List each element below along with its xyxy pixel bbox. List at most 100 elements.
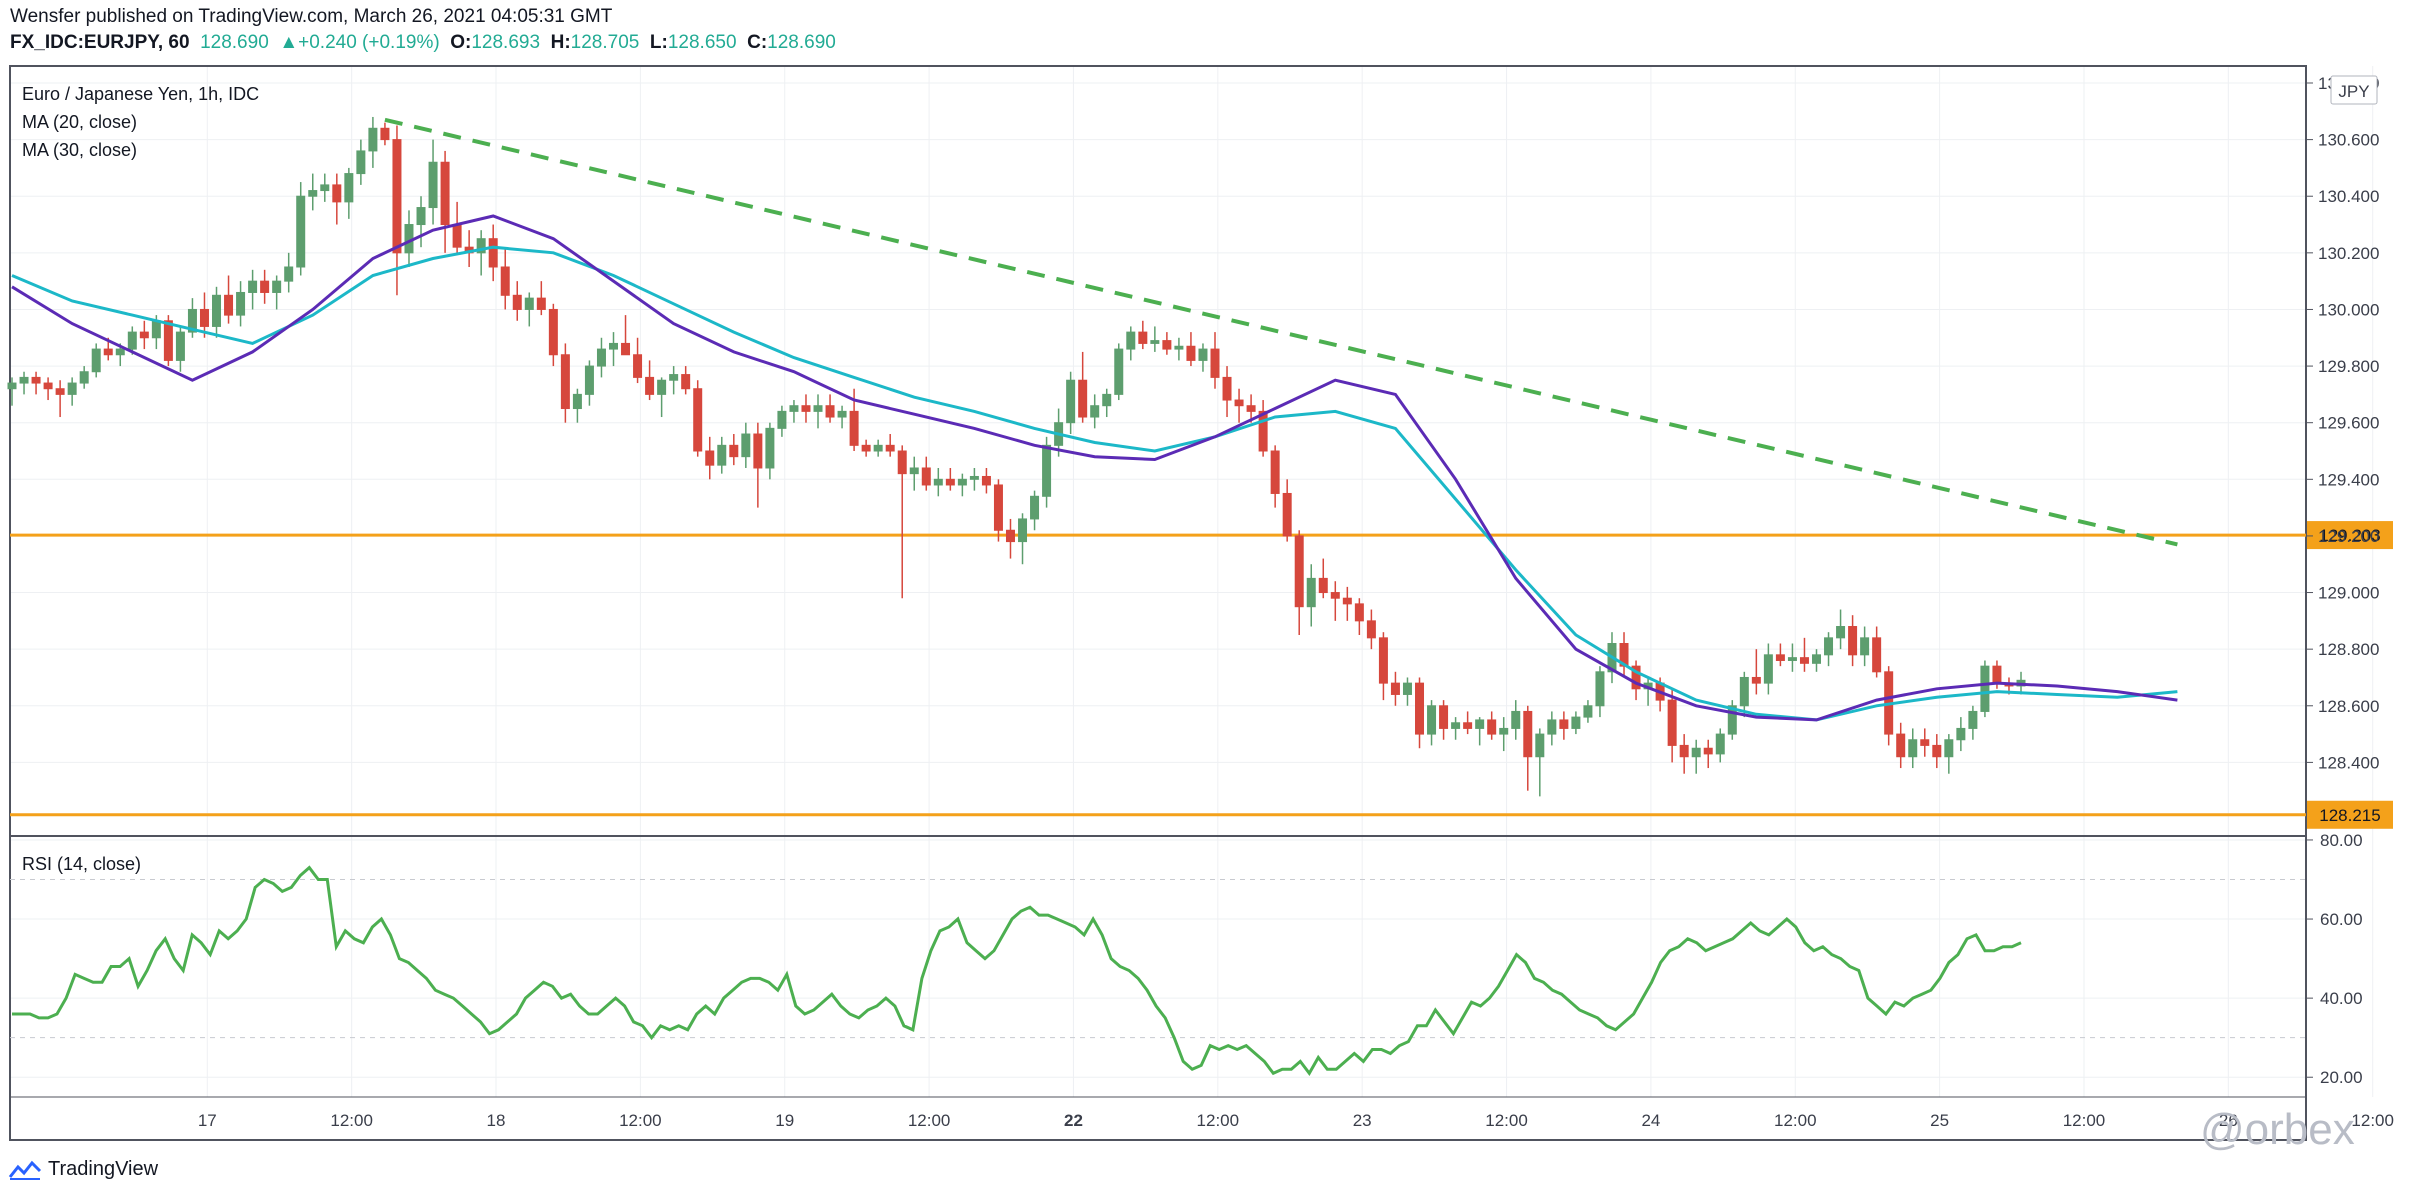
candle-body [957,478,967,486]
candle-body [1583,705,1593,718]
candle-body [765,427,775,469]
candle-body [1559,719,1569,729]
candle-body [1860,637,1870,656]
price-tick-label: 130.600 [2318,131,2379,150]
price-tick-label: 130.000 [2318,300,2379,319]
rsi-tick-label: 20.00 [2320,1068,2363,1087]
time-tick-label: 24 [1641,1111,1660,1130]
high-value: 128.705 [570,32,640,53]
symbol-label[interactable]: FX_IDC:EURJPY, 60 [10,32,190,53]
candle-body [500,266,510,296]
candle-body [1270,450,1280,494]
candle-body [621,342,631,356]
horizontal-levels[interactable]: 129.203 128.215 [10,521,2393,829]
candle-body [344,173,354,203]
price-change: +0.240 (+0.19%) [298,32,440,53]
candle-body [657,379,667,395]
candle-body [1282,492,1292,537]
candle-body [248,280,258,293]
candle-body [1547,719,1557,735]
candle-body [296,195,306,268]
level-label: 128.215 [2319,806,2380,825]
candle-body [115,348,125,356]
candle-body [596,348,606,367]
candle-body [849,410,859,446]
candle-body [1679,744,1689,758]
candle-body [1595,671,1605,707]
candle-body [633,354,643,378]
candle-body [572,393,582,410]
candle-body [1836,626,1846,639]
candle-body [681,374,691,390]
time-axis[interactable]: 17 12:00 18 12:00 19 12:00 22 12:00 23 12:00 24 12:… [198,1111,2394,1130]
candle-body [548,308,558,356]
candle-body [1439,705,1449,729]
candle-body [909,467,919,475]
candle-body [1258,410,1268,452]
candle-body [1475,719,1485,729]
candle-body [1571,716,1581,729]
price-tick-label: 129.200 [2318,527,2379,546]
downtrend-line[interactable] [384,117,2178,547]
candle-body [993,484,1003,531]
candle-body [1751,676,1761,684]
currency-badge[interactable] [2330,75,2378,105]
candle-body [693,388,703,452]
candle-body [560,354,570,410]
time-tick-label: 12:00 [2351,1111,2394,1130]
candle-body [609,342,618,350]
price-tick-label: 130.400 [2318,187,2379,206]
time-tick-label: 25 [1930,1111,1949,1130]
time-tick-label: 12:00 [330,1111,373,1130]
candle-body [139,331,149,339]
candle-body [1222,376,1232,401]
candle-body [392,139,402,254]
candle-body [933,478,943,486]
currency-label: JPY [2338,82,2369,101]
price-tick-label: 128.400 [2318,753,2379,772]
candle-body [1018,518,1028,543]
time-tick-label: 26 [2219,1111,2238,1130]
level-label: 129.203 [2319,526,2380,545]
candle-body [1499,727,1509,735]
candle-body [1667,699,1677,746]
rsi-guides [10,879,2306,1039]
candle-body [1126,331,1136,350]
candle-body [524,297,534,310]
tradingview-footer[interactable]: TradingView [8,1158,158,1181]
price-tick-label: 129.400 [2318,470,2379,489]
orbex-watermark: @orbex [2200,1105,2355,1154]
candle-body [43,382,53,390]
candle-body [127,331,137,350]
price-tick-label: 128.800 [2318,640,2379,659]
rsi-tick-label: 60.00 [2320,910,2363,929]
candle-body [272,280,282,293]
candle-body [1138,331,1148,344]
candle-body [1415,682,1425,735]
candle-body [1078,379,1088,418]
candle-body [1198,348,1208,361]
rsi-legend: RSI (14, close) [22,854,141,874]
chart-title: Euro / Japanese Yen, 1h, IDC [22,84,259,104]
candle-body [1463,722,1473,729]
candle-body [1246,405,1256,412]
candle-body [1799,657,1809,664]
candle-body [7,382,17,390]
candle-body [1451,722,1461,729]
candle-body [440,161,450,226]
candle-body [356,150,366,175]
open-value: 128.693 [471,32,541,53]
candle-body [777,410,787,429]
price-axis[interactable]: 130.800130.600130.400130.200130.000129.8… [2306,74,2379,772]
candle-body [1932,744,1942,758]
candle-body [428,161,438,209]
close-value: 128.690 [767,32,836,53]
time-tick-label: 12:00 [1485,1111,1528,1130]
candle-body [1114,348,1124,395]
candle-body [945,478,955,486]
price-tick-label: 129.600 [2318,414,2379,433]
candle-body [1090,405,1100,418]
candle-body [1294,535,1304,608]
rsi-axis[interactable]: 80.00 60.00 40.00 20.00 [2306,831,2363,1087]
